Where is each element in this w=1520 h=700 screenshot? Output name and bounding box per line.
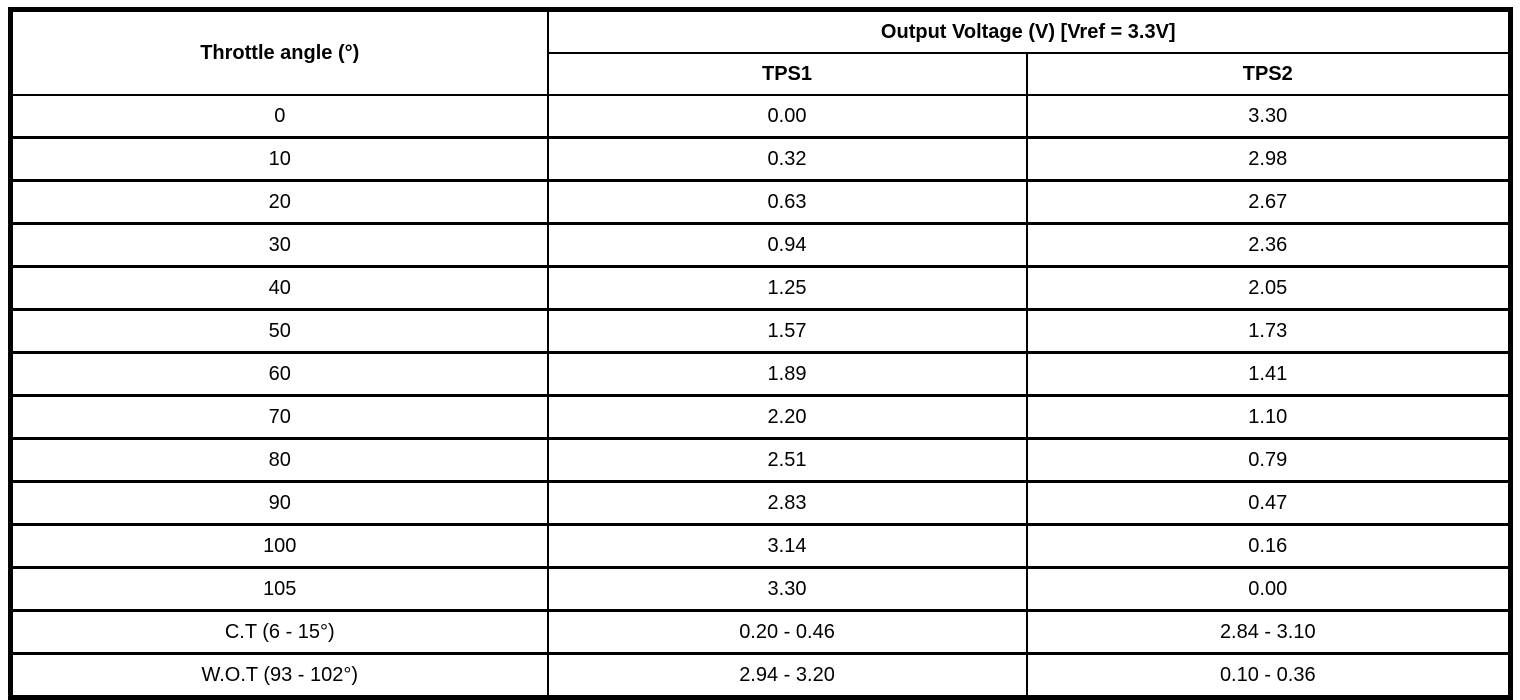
tps2-voltage-cell: 1.41 xyxy=(1025,351,1512,397)
tps2-voltage-cell: 2.36 xyxy=(1025,222,1512,268)
tps2-voltage-cell: 0.47 xyxy=(1025,480,1512,526)
throttle-angle-cell: 60 xyxy=(9,351,549,397)
throttle-angle-cell: 105 xyxy=(9,566,549,612)
tps-voltage-table: Throttle angle (°) Output Voltage (V) [V… xyxy=(8,7,1514,700)
tps1-voltage-cell: 0.94 xyxy=(546,222,1028,268)
table-row: C.T (6 - 15°) 0.20 - 0.46 2.84 - 3.10 xyxy=(9,609,1512,655)
tps1-voltage-cell: 0.00 xyxy=(546,94,1028,139)
throttle-angle-cell: C.T (6 - 15°) xyxy=(9,609,549,655)
table-row: 60 1.89 1.41 xyxy=(9,351,1512,397)
tps2-voltage-cell: 0.16 xyxy=(1025,523,1512,569)
throttle-angle-cell: 100 xyxy=(9,523,549,569)
throttle-angle-cell: 90 xyxy=(9,480,549,526)
throttle-angle-cell: 30 xyxy=(9,222,549,268)
throttle-angle-cell: 80 xyxy=(9,437,549,483)
tps1-voltage-cell: 3.14 xyxy=(546,523,1028,569)
tps1-voltage-cell: 1.25 xyxy=(546,265,1028,311)
table-row: 105 3.30 0.00 xyxy=(9,566,1512,612)
tps2-voltage-cell: 2.05 xyxy=(1025,265,1512,311)
throttle-angle-cell: 70 xyxy=(9,394,549,440)
throttle-angle-header: Throttle angle (°) xyxy=(9,8,549,96)
output-voltage-group-header: Output Voltage (V) [Vref = 3.3V] xyxy=(546,8,1512,54)
table-row: 0 0.00 3.30 xyxy=(9,94,1512,139)
table-row: 40 1.25 2.05 xyxy=(9,265,1512,311)
table-row: W.O.T (93 - 102°) 2.94 - 3.20 0.10 - 0.36 xyxy=(9,652,1512,699)
tps1-voltage-cell: 1.89 xyxy=(546,351,1028,397)
table-row: 50 1.57 1.73 xyxy=(9,308,1512,354)
tps1-voltage-cell: 2.83 xyxy=(546,480,1028,526)
throttle-angle-cell: 0 xyxy=(9,94,549,139)
tps2-voltage-cell: 0.00 xyxy=(1025,566,1512,612)
throttle-angle-cell: 10 xyxy=(9,136,549,182)
tps2-voltage-cell: 2.98 xyxy=(1025,136,1512,182)
tps2-voltage-cell: 2.67 xyxy=(1025,179,1512,225)
header-row-1: Throttle angle (°) Output Voltage (V) [V… xyxy=(9,8,1512,96)
throttle-angle-cell: 50 xyxy=(9,308,549,354)
tps2-column-header: TPS2 xyxy=(1025,52,1512,96)
table-row: 80 2.51 0.79 xyxy=(9,437,1512,483)
throttle-angle-cell: 20 xyxy=(9,179,549,225)
table-row: 70 2.20 1.10 xyxy=(9,394,1512,440)
tps1-voltage-cell: 0.20 - 0.46 xyxy=(546,609,1028,655)
tps1-voltage-cell: 0.63 xyxy=(546,179,1028,225)
table-row: 30 0.94 2.36 xyxy=(9,222,1512,268)
table-header: Throttle angle (°) Output Voltage (V) [V… xyxy=(9,8,1512,96)
throttle-angle-cell: W.O.T (93 - 102°) xyxy=(9,652,549,699)
tps1-column-header: TPS1 xyxy=(546,52,1028,96)
tps2-voltage-cell: 1.73 xyxy=(1025,308,1512,354)
tps1-voltage-cell: 2.94 - 3.20 xyxy=(546,652,1028,699)
tps1-voltage-cell: 0.32 xyxy=(546,136,1028,182)
table-row: 20 0.63 2.67 xyxy=(9,179,1512,225)
table-body: 0 0.00 3.30 10 0.32 2.98 20 0.63 2.67 30 0.94 2.36 4… xyxy=(9,94,1512,699)
tps1-voltage-cell: 3.30 xyxy=(546,566,1028,612)
tps2-voltage-cell: 2.84 - 3.10 xyxy=(1025,609,1512,655)
tps2-voltage-cell: 3.30 xyxy=(1025,94,1512,139)
tps1-voltage-cell: 1.57 xyxy=(546,308,1028,354)
table-row: 90 2.83 0.47 xyxy=(9,480,1512,526)
table-row: 100 3.14 0.16 xyxy=(9,523,1512,569)
header-row-2: TPS1 TPS2 xyxy=(11,52,1512,96)
throttle-angle-cell: 40 xyxy=(9,265,549,311)
tps2-voltage-cell: 0.10 - 0.36 xyxy=(1025,652,1512,699)
tps1-voltage-cell: 2.51 xyxy=(546,437,1028,483)
table-row: 10 0.32 2.98 xyxy=(9,136,1512,182)
tps2-voltage-cell: 1.10 xyxy=(1025,394,1512,440)
tps1-voltage-cell: 2.20 xyxy=(546,394,1028,440)
tps2-voltage-cell: 0.79 xyxy=(1025,437,1512,483)
